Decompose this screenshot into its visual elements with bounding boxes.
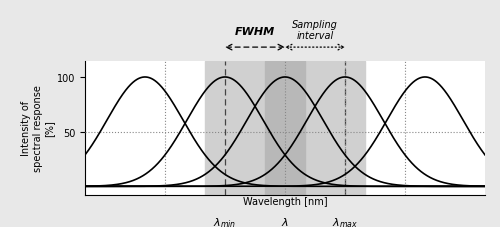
- X-axis label: Wavelength [nm]: Wavelength [nm]: [242, 197, 328, 207]
- Y-axis label: Intensity of
spectral response
[%]: Intensity of spectral response [%]: [21, 85, 54, 172]
- Bar: [265, 61, 305, 195]
- Text: $\lambda_{max}$: $\lambda_{max}$: [332, 215, 358, 227]
- Text: $\lambda$: $\lambda$: [281, 215, 289, 227]
- Bar: [205, 61, 365, 195]
- Text: Sampling
interval: Sampling interval: [292, 20, 338, 41]
- Text: FWHM: FWHM: [235, 27, 275, 37]
- Text: $\lambda_{min}$: $\lambda_{min}$: [214, 215, 236, 227]
